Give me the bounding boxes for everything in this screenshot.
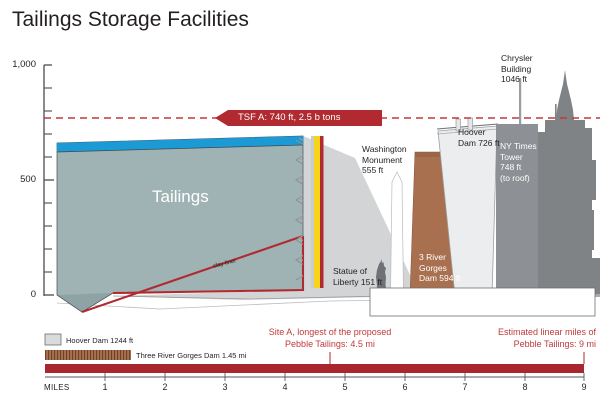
legend-swatch-hoover bbox=[44, 333, 62, 346]
scale-bar-unit-label: MILES bbox=[44, 383, 70, 392]
dam-face-strips bbox=[311, 136, 324, 288]
washington-monument-silhouette bbox=[390, 171, 404, 297]
clay-liner bbox=[81, 235, 305, 313]
washington-monument-label: Washington Monument 555 ft bbox=[362, 144, 407, 175]
tailings-label: Tailings bbox=[152, 187, 209, 206]
hoover-dam-label: Hoover Dam 726 ft bbox=[458, 127, 500, 148]
scale-tick-5: 5 bbox=[342, 382, 348, 392]
page-title: Tailings Storage Facilities bbox=[12, 8, 249, 31]
tsf-callout-text: TSF A: 740 ft, 2.5 b tons bbox=[238, 112, 341, 123]
legend-swatches bbox=[44, 333, 131, 360]
foreground-mask-box bbox=[369, 287, 596, 317]
legend-label-hoover: Hoover Dam 1244 ft bbox=[66, 336, 134, 345]
scale-bar bbox=[45, 352, 585, 381]
annotation-site-a: Site A, longest of the proposed Pebble T… bbox=[268, 327, 392, 349]
scale-tick-8: 8 bbox=[522, 382, 528, 392]
scale-tick-7: 7 bbox=[462, 382, 468, 392]
scale-tick-9: 9 bbox=[581, 382, 587, 392]
scale-tick-4: 4 bbox=[282, 382, 288, 392]
three-gorges-dam-label: 3 River Gorges Dam 594 ft bbox=[419, 252, 461, 283]
scale-tick-6: 6 bbox=[402, 382, 408, 392]
y-axis-label-1000: 1,000 bbox=[12, 59, 36, 70]
y-axis-label-500: 500 bbox=[20, 174, 36, 185]
tsf-callout-banner bbox=[215, 110, 382, 126]
statue-of-liberty-label: Statue of Liberty 151 ft bbox=[333, 266, 383, 287]
embankment-zigzag bbox=[294, 137, 303, 281]
legend-label-three-gorges: Three River Gorges Dam 1.45 mi bbox=[136, 351, 247, 360]
scale-tick-1: 1 bbox=[102, 382, 108, 392]
y-axis bbox=[43, 64, 54, 296]
chrysler-building-label: Chrysler Building 1046 ft bbox=[501, 53, 533, 84]
scale-tick-2: 2 bbox=[162, 382, 168, 392]
skyline-silhouette bbox=[492, 70, 600, 297]
ny-times-tower-label: NY Times Tower 748 ft (to roof) bbox=[500, 141, 537, 183]
pond-water bbox=[57, 136, 303, 152]
legend-swatch-three-gorges bbox=[45, 350, 131, 360]
scale-tick-3: 3 bbox=[222, 382, 228, 392]
y-axis-label-0: 0 bbox=[30, 289, 36, 300]
tailings-mass bbox=[56, 135, 304, 313]
annotation-estimated-miles: Estimated linear miles of Pebble Tailing… bbox=[497, 327, 596, 349]
